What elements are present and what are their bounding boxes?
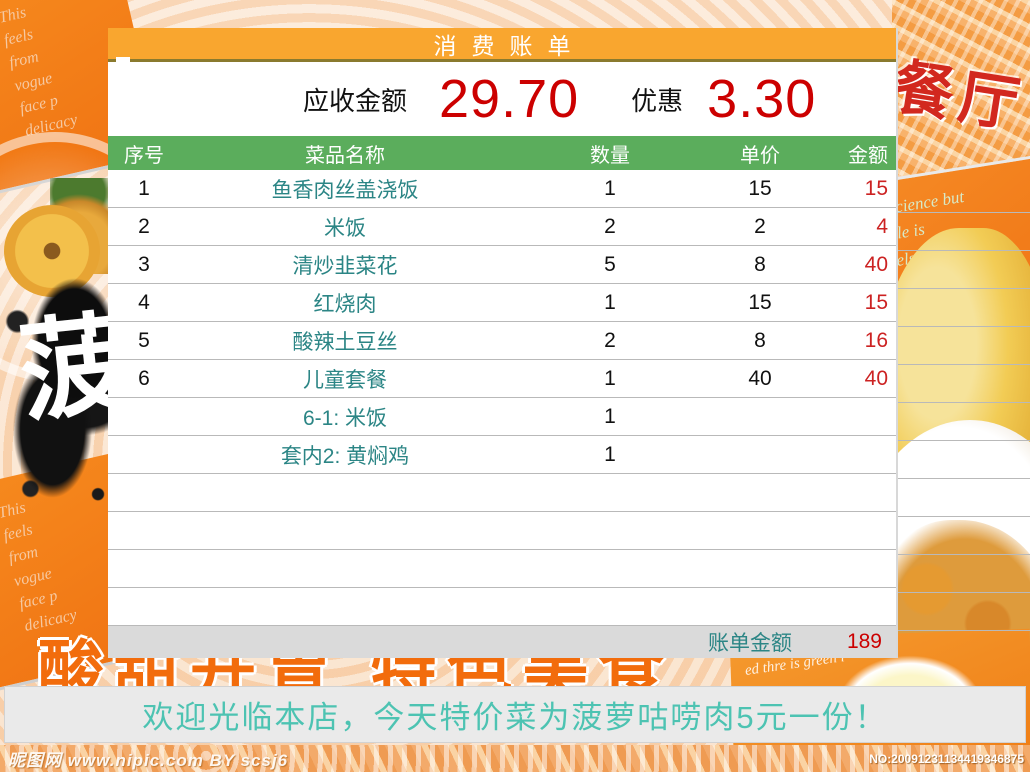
- table-row: 3 清炒韭菜花 5 8 40: [108, 246, 896, 284]
- welcome-message: 欢迎光临本店，今天特价菜为菠萝咕唠肉5元一份！: [142, 700, 888, 735]
- cell-qty: 2: [604, 214, 616, 238]
- script-line: f special: [891, 295, 951, 324]
- script-line: nd: [895, 328, 916, 350]
- script-line: ticle is: [878, 219, 927, 246]
- pineapple-slice-image: [4, 205, 100, 297]
- cell-qty: 1: [604, 290, 616, 314]
- title-bar-tick: [116, 57, 130, 62]
- discount-label: 优惠: [631, 85, 684, 116]
- bill-panel: 消费账单 应收金额 29.70 优惠 3.30 序号 菜品名称 数量 单价 金额…: [108, 28, 898, 658]
- watermark-serial: NO:20091231134419346875: [869, 751, 1024, 766]
- col-header-qty: 数量: [590, 144, 630, 167]
- cell-amount: 40: [864, 366, 888, 390]
- welcome-banner: 欢迎光临本店，今天特价菜为菠萝咕唠肉5元一份！: [4, 686, 1026, 743]
- gridline-extension: [898, 592, 1030, 593]
- amounts-row: 应收金额 29.70 优惠 3.30: [108, 62, 896, 136]
- gridline-extension: [898, 212, 1030, 213]
- gridline-extension: [898, 250, 1030, 251]
- total-value: 189: [846, 630, 882, 653]
- bill-total-bar: 账单金额 189: [108, 626, 896, 658]
- pineapple-fruit-image: [50, 178, 108, 274]
- cell-qty: 5: [604, 252, 616, 276]
- cell-no: 5: [138, 328, 150, 352]
- cell-no: 1: [138, 176, 150, 200]
- cell-price: 2: [754, 214, 766, 238]
- table-row-empty: [108, 588, 896, 626]
- table-row-empty: [108, 512, 896, 550]
- gridline-extension: [898, 630, 1030, 631]
- gridline-extension: [898, 516, 1030, 517]
- table-row: 5 酸辣土豆丝 2 8 16: [108, 322, 896, 360]
- table-header: 序号 菜品名称 数量 单价 金额: [108, 136, 896, 170]
- col-header-name: 菜品名称: [305, 144, 385, 167]
- gridline-extension: [898, 364, 1030, 365]
- cell-qty: 1: [604, 404, 616, 428]
- cell-price: 8: [754, 252, 766, 276]
- cell-qty: 1: [604, 442, 616, 466]
- table-row-empty: [108, 550, 896, 588]
- script-line: This: [0, 3, 28, 27]
- cell-qty: 1: [604, 366, 616, 390]
- cell-amount: 16: [864, 328, 888, 352]
- gridline-extension: [898, 554, 1030, 555]
- cell-no: 4: [138, 290, 150, 314]
- gridline-extension: [898, 440, 1030, 441]
- cell-name: 酸辣土豆丝: [292, 330, 398, 354]
- table-row-subitem: 套内2: 黄焖鸡 1: [108, 436, 896, 474]
- receivable-value: 29.70: [439, 69, 580, 129]
- gridline-extension: [898, 402, 1030, 403]
- cell-no: 6: [138, 366, 150, 390]
- cell-no: 2: [138, 214, 150, 238]
- cell-amount: 40: [864, 252, 888, 276]
- cell-price: 8: [754, 328, 766, 352]
- discount-value: 3.30: [707, 69, 817, 129]
- cell-amount: 15: [864, 176, 888, 200]
- pineapple-texture-top-right: [892, 0, 1030, 345]
- cell-amount: 15: [864, 290, 888, 314]
- gridline-extension: [898, 326, 1030, 327]
- cell-price: 40: [748, 366, 772, 390]
- cell-name: 儿童套餐: [303, 368, 387, 392]
- cell-no: 3: [138, 252, 150, 276]
- cell-amount: 4: [876, 214, 888, 238]
- table-row: 4 红烧肉 1 15 15: [108, 284, 896, 322]
- table-row: 6 儿童套餐 1 40 40: [108, 360, 896, 398]
- receivable-label: 应收金额: [303, 85, 408, 116]
- watermark-bar: 昵图网 www.nipic.com BY scsj6 NO:2009123113…: [0, 745, 1030, 772]
- gridline-extension: [898, 478, 1030, 479]
- table-row-empty: [108, 474, 896, 512]
- ink-brush-splash: 菠: [0, 262, 136, 532]
- cell-price: 15: [748, 176, 772, 200]
- cell-qty: 1: [604, 176, 616, 200]
- col-header-amount: 金额: [848, 144, 888, 167]
- cell-name: 米饭: [324, 216, 366, 240]
- cell-price: 15: [748, 290, 772, 314]
- table-row: 1 鱼香肉丝盖浇饭 1 15 15: [108, 170, 896, 208]
- bill-title-bar: 消费账单: [108, 28, 896, 62]
- cell-name: 6-1: 米饭: [302, 406, 388, 430]
- col-header-price: 单价: [740, 144, 780, 167]
- total-label: 账单金额: [707, 632, 792, 655]
- cell-name: 红烧肉: [313, 292, 377, 316]
- gridline-extension: [898, 288, 1030, 289]
- cell-name: 清炒韭菜花: [292, 254, 398, 278]
- table-row: 2 米饭 2 2 4: [108, 208, 896, 246]
- table-row-subitem: 6-1: 米饭 1: [108, 398, 896, 436]
- col-header-no: 序号: [124, 144, 164, 167]
- pineapple-skin-image: [878, 228, 1030, 558]
- watermark-site: 昵图网 www.nipic.com BY scsj6: [8, 751, 289, 770]
- cell-name: 鱼香肉丝盖浇饭: [271, 178, 419, 202]
- script-line: m high-qualit: [887, 264, 981, 298]
- restaurant-calligraphy-label: 餐厅: [888, 54, 1030, 140]
- cell-qty: 2: [604, 328, 616, 352]
- bill-title: 消费账单: [433, 33, 586, 59]
- cell-name: 套内2: 黄焖鸡: [280, 444, 410, 468]
